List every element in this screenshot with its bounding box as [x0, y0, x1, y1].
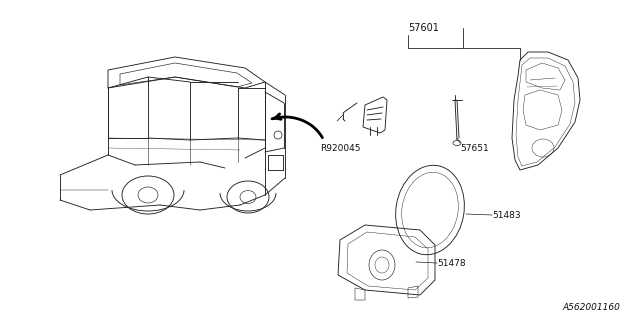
Text: A562001160: A562001160	[562, 303, 620, 312]
Text: 51483: 51483	[492, 211, 520, 220]
Text: 57651: 57651	[460, 143, 489, 153]
Text: 57601: 57601	[408, 23, 439, 33]
Text: 51478: 51478	[437, 259, 466, 268]
Text: R920045: R920045	[320, 143, 360, 153]
